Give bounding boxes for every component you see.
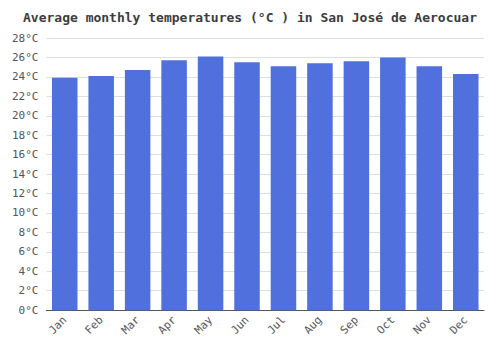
svg-text:2°C: 2°C xyxy=(19,284,39,297)
svg-text:Jun: Jun xyxy=(228,314,251,337)
svg-text:12°C: 12°C xyxy=(12,187,39,200)
svg-text:Average monthly temperatures (: Average monthly temperatures (°C ) in Sa… xyxy=(23,10,477,25)
svg-text:Sep: Sep xyxy=(338,314,361,337)
svg-text:Nov: Nov xyxy=(411,313,434,336)
svg-text:18°C: 18°C xyxy=(12,129,39,142)
svg-text:0°C: 0°C xyxy=(19,304,39,317)
svg-text:28°C: 28°C xyxy=(12,32,39,45)
svg-text:May: May xyxy=(192,313,215,336)
svg-text:Jul: Jul xyxy=(265,314,288,337)
svg-text:22°C: 22°C xyxy=(12,90,39,103)
svg-text:Dec: Dec xyxy=(447,314,470,337)
svg-text:16°C: 16°C xyxy=(12,148,39,161)
svg-text:26°C: 26°C xyxy=(12,51,39,64)
svg-text:24°C: 24°C xyxy=(12,70,39,83)
svg-text:Feb: Feb xyxy=(83,314,106,337)
svg-text:Apr: Apr xyxy=(155,313,178,336)
svg-text:Mar: Mar xyxy=(119,313,142,336)
svg-text:Aug: Aug xyxy=(301,314,324,337)
svg-text:8°C: 8°C xyxy=(19,226,39,239)
svg-text:4°C: 4°C xyxy=(19,265,39,278)
svg-text:Oct: Oct xyxy=(374,314,397,337)
svg-text:14°C: 14°C xyxy=(12,168,39,181)
svg-text:6°C: 6°C xyxy=(19,245,39,258)
svg-text:10°C: 10°C xyxy=(12,206,39,219)
svg-text:20°C: 20°C xyxy=(12,109,39,122)
svg-text:Jan: Jan xyxy=(46,314,69,337)
